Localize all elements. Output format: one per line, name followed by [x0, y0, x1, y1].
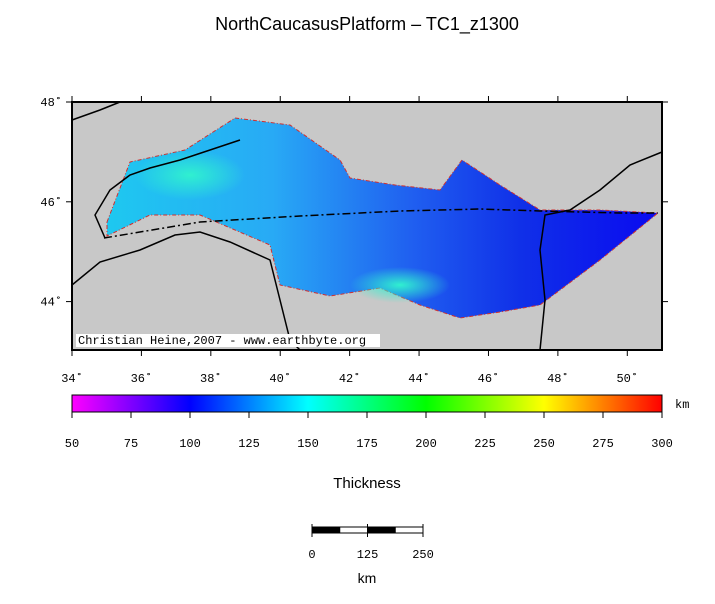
- colorbar-tick-label: 225: [474, 437, 496, 451]
- colorbar: [71, 394, 663, 413]
- colorbar-tick-label: 100: [179, 437, 201, 451]
- x-tick-label: 38˚: [200, 372, 222, 386]
- colorbar-tick-label: 275: [592, 437, 614, 451]
- scale-segment: [311, 526, 341, 534]
- region-shade: [350, 267, 450, 303]
- colorbar-tick-label: 125: [238, 437, 260, 451]
- region: [106, 117, 660, 319]
- x-tick-label: 46˚: [478, 372, 500, 386]
- colorbar-tick-label: 300: [651, 437, 673, 451]
- profile-line: [103, 208, 658, 239]
- scale-tick-label: 0: [308, 548, 315, 562]
- title: NorthCaucasusPlatform – TC1_z1300: [215, 14, 519, 35]
- y-tick-label: 48˚: [40, 96, 62, 110]
- colorbar-tick-label: 200: [415, 437, 437, 451]
- colorbar-tick-label: 175: [356, 437, 378, 451]
- colorbar-unit: km: [675, 398, 689, 412]
- map-frame: [71, 101, 663, 351]
- x-tick-label: 40˚: [269, 372, 291, 386]
- x-tick-label: 50˚: [616, 372, 638, 386]
- region-shade: [135, 150, 245, 200]
- credit-box: [76, 334, 380, 347]
- x-tick-label: 34˚: [61, 372, 83, 386]
- x-tick-label: 42˚: [339, 372, 361, 386]
- scale-segment: [339, 526, 368, 534]
- colorbar-tick-label: 150: [297, 437, 319, 451]
- colorbar-tick-label: 50: [65, 437, 79, 451]
- colorbar-label: Thickness: [333, 475, 401, 492]
- scale-segment: [394, 526, 424, 534]
- scale-segment: [367, 526, 396, 534]
- coastline: [71, 101, 663, 351]
- scale-tick-label: 250: [412, 548, 434, 562]
- credit: Christian Heine,2007 - www.earthbyte.org: [78, 334, 366, 348]
- x-tick-label: 44˚: [408, 372, 430, 386]
- y-tick-label: 46˚: [40, 196, 62, 210]
- y-tick-label: 44˚: [40, 296, 62, 310]
- colorbar-tick-label: 75: [124, 437, 138, 451]
- x-tick-label: 48˚: [547, 372, 569, 386]
- x-tick-label: 36˚: [131, 372, 153, 386]
- scale-unit: km: [358, 570, 377, 586]
- scale-tick-label: 125: [357, 548, 379, 562]
- colorbar-tick-label: 250: [533, 437, 555, 451]
